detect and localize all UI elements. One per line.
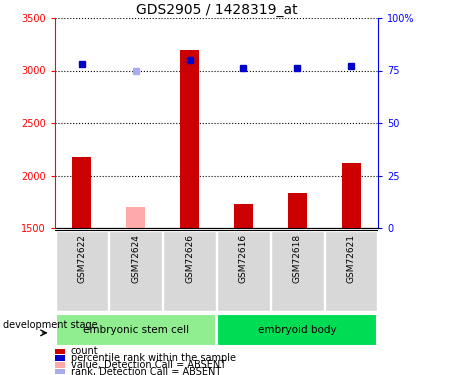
Bar: [55, 231, 108, 311]
Text: embryonic stem cell: embryonic stem cell: [83, 325, 189, 335]
Text: rank, Detection Call = ABSENT: rank, Detection Call = ABSENT: [71, 367, 221, 375]
Text: GSM72618: GSM72618: [293, 234, 302, 283]
Bar: [342, 163, 360, 228]
Bar: [73, 157, 92, 228]
Text: development stage: development stage: [3, 320, 97, 330]
Bar: [180, 50, 199, 228]
Text: GSM72622: GSM72622: [78, 234, 87, 283]
Bar: [55, 349, 65, 354]
Bar: [217, 231, 270, 311]
Bar: [163, 231, 216, 311]
Bar: [325, 231, 377, 311]
Text: GSM72621: GSM72621: [346, 234, 355, 283]
Text: value, Detection Call = ABSENT: value, Detection Call = ABSENT: [71, 360, 226, 370]
Bar: [288, 194, 307, 228]
Text: count: count: [71, 346, 98, 356]
Bar: [55, 362, 65, 368]
Text: percentile rank within the sample: percentile rank within the sample: [71, 353, 236, 363]
Bar: [234, 204, 253, 228]
Text: embryoid body: embryoid body: [258, 325, 336, 335]
Bar: [217, 314, 377, 346]
Text: GSM72616: GSM72616: [239, 234, 248, 283]
Text: GSM72626: GSM72626: [185, 234, 194, 283]
Bar: [271, 231, 324, 311]
Bar: [126, 207, 145, 228]
Title: GDS2905 / 1428319_at: GDS2905 / 1428319_at: [136, 3, 297, 17]
Bar: [110, 231, 162, 311]
Bar: [55, 314, 216, 346]
Bar: [55, 356, 65, 361]
Bar: [55, 369, 65, 374]
Text: GSM72624: GSM72624: [131, 234, 140, 283]
